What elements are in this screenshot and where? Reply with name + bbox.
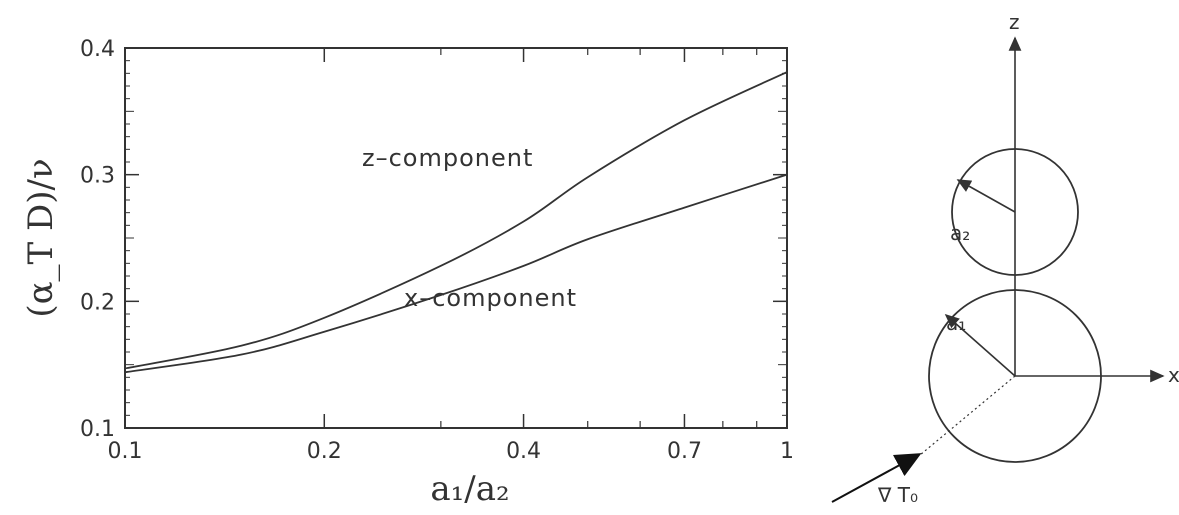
sphere-diagram: z x a₂ a₁ ∇ T₀ (831, 10, 1179, 507)
x-tick-label: 0.4 (506, 439, 541, 464)
radius-large-arrow (944, 313, 1016, 377)
series-lines (124, 71, 788, 374)
series-label-x-component: x–component (404, 284, 577, 312)
y-axis-label: (α_T D)/ν (21, 158, 61, 317)
tick-labels: 0.1 0.2 0.4 0.7 1 0.1 0.2 0.3 0.4 (80, 37, 794, 464)
x-axis-letter: x (1168, 363, 1179, 387)
gradient-dashed (919, 375, 1016, 456)
y-tick-label: 0.3 (80, 164, 115, 189)
y-tick-label: 0.2 (80, 290, 115, 315)
series-label-z-component: z–component (362, 144, 533, 172)
z-axis-label: z (1009, 10, 1020, 34)
radius-small-label: a₂ (950, 221, 970, 245)
series-line-z-component (124, 71, 788, 370)
plot-frame (124, 47, 788, 429)
tick-marks (124, 47, 788, 429)
y-tick-label: 0.1 (80, 417, 115, 442)
x-axis-label: a₁/a₂ (430, 469, 509, 509)
radius-small-arrow (956, 179, 1016, 213)
x-tick-label: 1 (780, 439, 794, 464)
gradient-arrow (831, 453, 922, 503)
x-tick-label: 0.2 (307, 439, 342, 464)
gradient-label: ∇ T₀ (877, 483, 918, 507)
x-tick-label: 0.7 (667, 439, 702, 464)
series-line-x-component (124, 173, 788, 374)
radius-large-label: a₁ (946, 311, 966, 335)
x-tick-label: 0.1 (108, 439, 143, 464)
y-tick-label: 0.4 (80, 37, 115, 62)
